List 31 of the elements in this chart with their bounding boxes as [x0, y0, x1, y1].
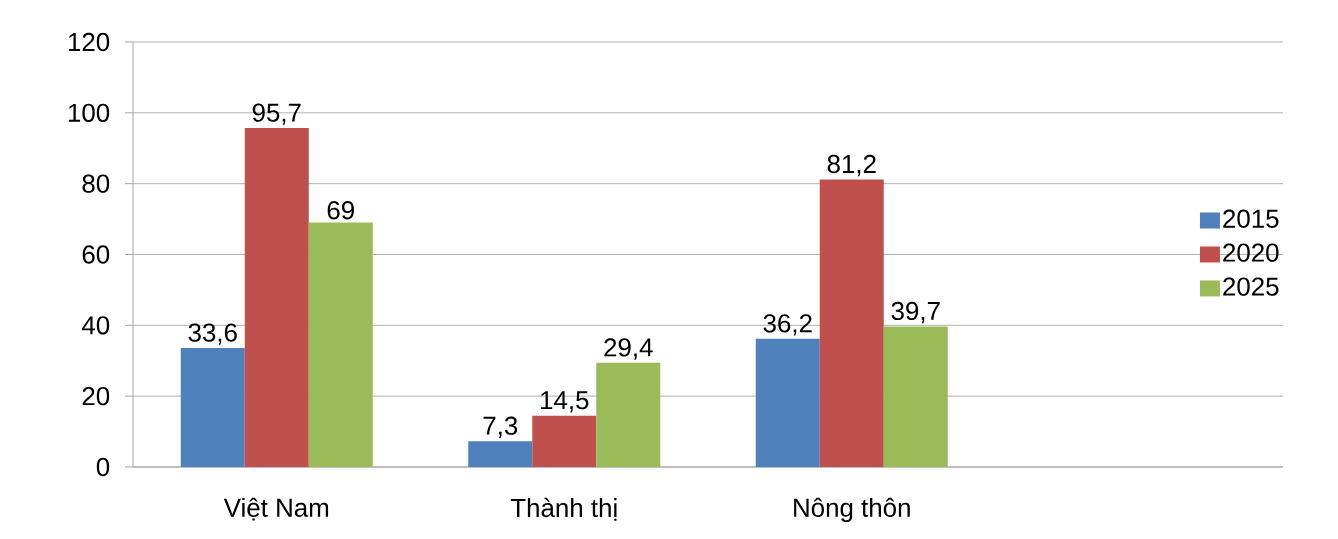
data-label: 7,3 — [483, 416, 518, 438]
legend-label: 2025 — [1223, 277, 1279, 296]
legend-label: 2015 — [1223, 209, 1279, 228]
bar — [180, 347, 245, 467]
legend-label: 2020 — [1223, 243, 1279, 262]
data-label: 14,5 — [541, 391, 589, 413]
bar — [596, 362, 661, 467]
data-label: 81,2 — [827, 154, 876, 177]
y-tick-label: 20 — [82, 386, 110, 406]
bar — [244, 128, 309, 467]
data-label: 29,4 — [604, 338, 653, 360]
data-label: 39,7 — [891, 301, 940, 324]
y-tick-label: 80 — [82, 174, 110, 193]
x-tick-label: Thành thị — [510, 497, 617, 521]
y-tick-label: 0 — [96, 457, 110, 477]
bar — [883, 326, 948, 467]
bar — [468, 441, 533, 467]
data-label: 33,6 — [188, 323, 237, 345]
data-label: 69 — [327, 201, 354, 220]
y-tick-label: 100 — [68, 103, 110, 122]
data-label: 95,7 — [252, 103, 301, 125]
bar — [532, 415, 597, 467]
y-tick-label: 120 — [68, 32, 110, 52]
y-tick-label: 40 — [81, 316, 110, 335]
bar — [755, 338, 820, 467]
x-tick-label: Nông thôn — [794, 497, 910, 523]
y-tick-label: 60 — [82, 245, 110, 264]
x-tick-label: Việt Nam — [223, 497, 329, 521]
data-label: 36,2 — [763, 314, 812, 336]
bar — [819, 179, 884, 467]
bar — [308, 222, 373, 467]
